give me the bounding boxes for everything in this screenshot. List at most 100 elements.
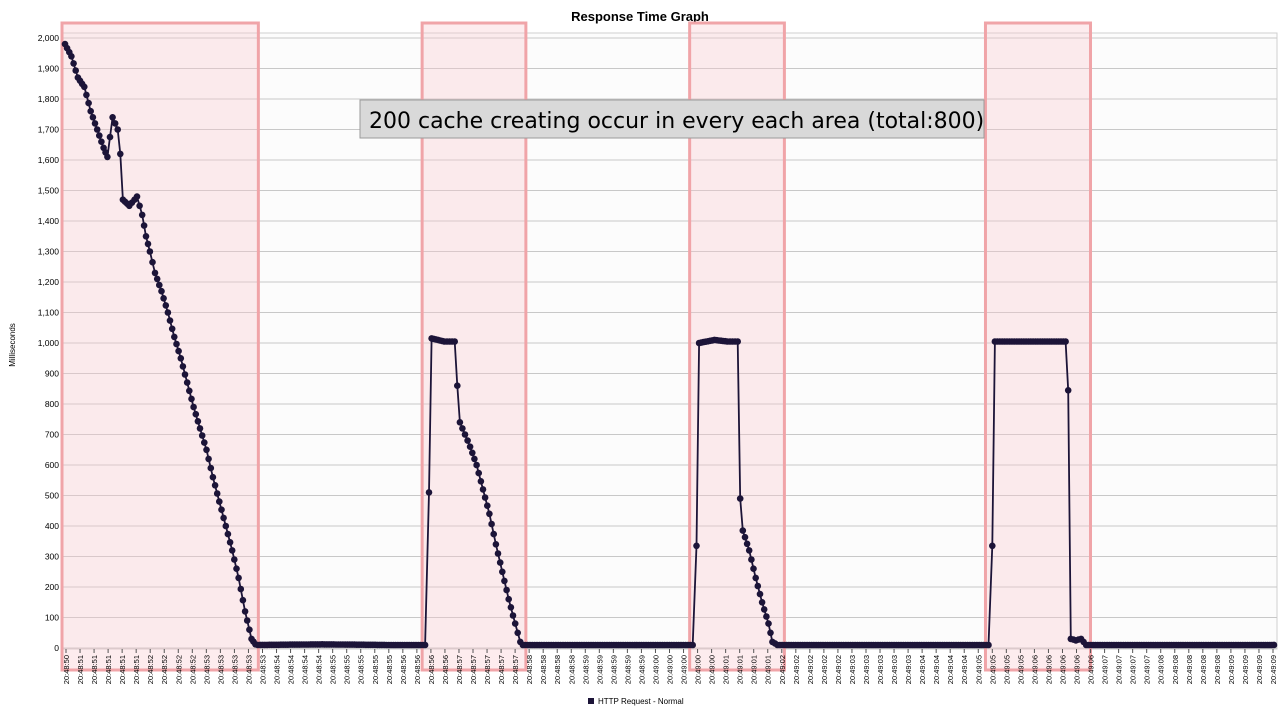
x-tick-label: 20:48:56 (399, 655, 408, 684)
x-tick-label: 20:48:54 (273, 655, 282, 684)
data-point (160, 295, 167, 302)
data-point (173, 340, 180, 348)
data-point (106, 133, 114, 141)
data-point (499, 568, 506, 576)
x-tick-label: 20:49:09 (1255, 655, 1264, 684)
data-point (136, 202, 143, 210)
x-tick-label: 20:49:04 (946, 655, 955, 684)
x-tick-label: 20:48:59 (623, 655, 632, 684)
x-tick-label: 20:49:01 (764, 655, 773, 684)
data-point (226, 539, 234, 546)
y-tick-label: 1,800 (38, 94, 60, 104)
x-tick-label: 20:48:52 (188, 655, 197, 684)
x-tick-label: 20:49:05 (988, 655, 997, 684)
data-point (748, 556, 755, 563)
data-point (459, 425, 466, 432)
data-point (471, 455, 478, 463)
data-point (87, 107, 94, 115)
x-tick-label: 20:48:52 (174, 655, 183, 684)
data-point (514, 629, 521, 637)
x-tick-label: 20:49:08 (1157, 655, 1166, 684)
data-point (246, 626, 253, 633)
data-point (511, 620, 519, 627)
x-tick-label: 20:48:51 (90, 655, 99, 684)
data-point (117, 150, 124, 158)
data-point (209, 473, 217, 481)
data-point (752, 574, 759, 582)
data-point (162, 302, 170, 309)
x-tick-label: 20:48:54 (287, 655, 296, 684)
x-tick-label: 20:49:02 (806, 655, 815, 684)
data-point (763, 613, 770, 620)
data-point (111, 120, 119, 127)
y-tick-label: 700 (45, 430, 59, 440)
x-tick-label: 20:48:52 (160, 655, 169, 684)
data-point (68, 53, 75, 60)
data-point (104, 153, 111, 161)
x-tick-label: 20:49:04 (932, 655, 941, 684)
data-point (425, 489, 433, 496)
x-tick-label: 20:49:07 (1129, 655, 1138, 684)
data-point (985, 641, 992, 649)
data-point (93, 126, 101, 133)
x-tick-label: 20:49:02 (778, 655, 787, 684)
x-tick-label: 20:48:59 (581, 655, 590, 684)
x-tick-label: 20:49:00 (680, 655, 689, 684)
data-point (179, 363, 187, 370)
data-point (233, 565, 240, 572)
data-point (133, 193, 141, 200)
data-point (421, 641, 429, 649)
data-point (156, 281, 163, 289)
x-tick-label: 20:49:04 (918, 655, 927, 684)
y-tick-label: 1,900 (38, 64, 60, 74)
data-point (1270, 641, 1278, 649)
x-tick-label: 20:49:03 (848, 655, 857, 684)
y-tick-label: 1,000 (38, 338, 60, 348)
x-tick-label: 20:49:03 (876, 655, 885, 684)
data-point (235, 574, 242, 582)
data-point (192, 410, 200, 418)
data-point (98, 138, 105, 145)
x-tick-label: 20:49:01 (750, 655, 759, 684)
x-tick-label: 20:48:57 (469, 655, 478, 684)
data-point (237, 585, 245, 593)
data-point (461, 431, 469, 438)
data-point (138, 211, 146, 219)
x-tick-label: 20:48:59 (595, 655, 604, 684)
x-tick-label: 20:48:59 (609, 655, 618, 684)
x-tick-label: 20:49:06 (1073, 655, 1082, 684)
data-point (168, 325, 176, 333)
data-point (211, 482, 219, 489)
x-tick-label: 20:49:07 (1101, 655, 1110, 684)
data-point (171, 333, 178, 341)
y-tick-label: 1,600 (38, 155, 60, 165)
data-point (486, 510, 493, 518)
x-tick-label: 20:48:57 (497, 655, 506, 684)
x-tick-label: 20:49:03 (862, 655, 871, 684)
x-tick-label: 20:48:53 (230, 655, 239, 684)
annotation-box: 200 cache creating occur in every each a… (359, 99, 985, 139)
data-point (231, 556, 238, 563)
data-point (689, 641, 696, 649)
x-tick-label: 20:49:00 (651, 655, 660, 684)
data-point (175, 347, 182, 355)
data-point (177, 355, 185, 362)
data-point (509, 612, 517, 619)
data-point (496, 559, 504, 566)
data-point (243, 617, 251, 624)
data-point (758, 599, 766, 606)
x-tick-label: 20:48:51 (118, 655, 127, 684)
data-point (745, 547, 753, 554)
x-tick-label: 20:48:50 (62, 655, 71, 684)
x-tick-label: 20:49:06 (1058, 655, 1067, 684)
data-point (741, 533, 749, 541)
data-point (196, 425, 204, 432)
legend-label: HTTP Request - Normal (598, 697, 684, 706)
x-tick-label: 20:48:52 (146, 655, 155, 684)
data-point (473, 461, 480, 469)
data-point (765, 620, 772, 627)
x-tick-label: 20:48:54 (315, 655, 324, 684)
data-point (194, 418, 202, 425)
grid-lines (62, 37, 1277, 649)
data-point (503, 586, 510, 594)
